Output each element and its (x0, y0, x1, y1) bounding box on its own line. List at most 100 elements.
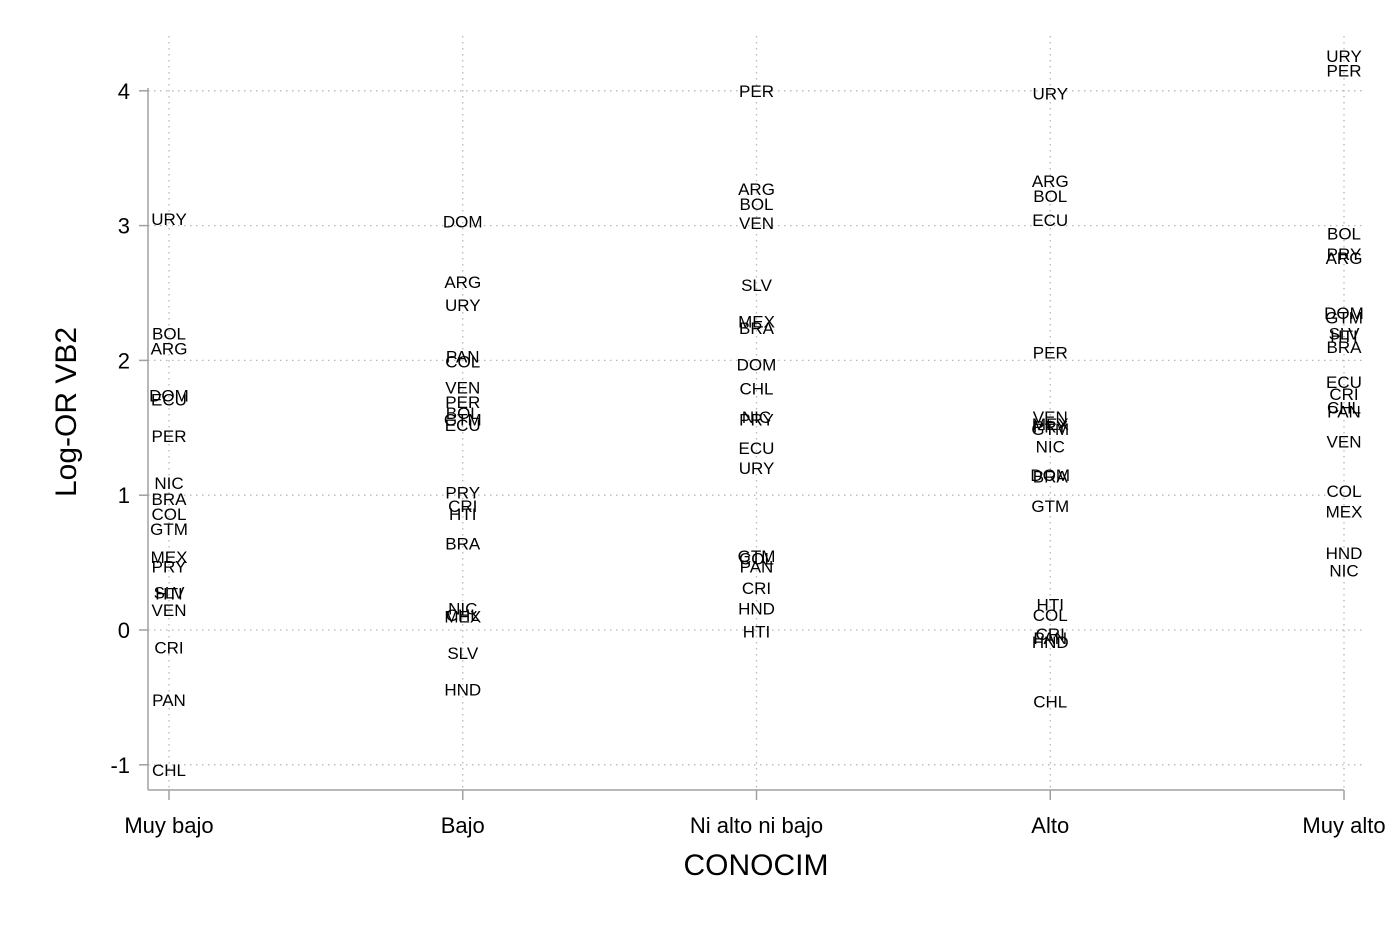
data-point-label: ECU (739, 439, 775, 458)
data-point-label: BOL (1033, 187, 1067, 206)
data-point-label: COL (739, 550, 774, 569)
data-point-label: URY (445, 296, 481, 315)
data-point-label: SLV (1329, 324, 1361, 343)
data-point-label: NIC (1329, 562, 1358, 581)
data-point-label: PRY (445, 484, 480, 503)
data-point-label: PAN (152, 691, 186, 710)
data-point-label: HND (738, 599, 775, 618)
data-point-label: PAN (446, 347, 480, 366)
data-point-label: HND (444, 680, 481, 699)
data-point-label: COL (1033, 606, 1068, 625)
data-point-label: SLV (741, 276, 773, 295)
data-point-label: CHL (1033, 692, 1067, 711)
data-point-label: HTI (1330, 327, 1357, 346)
data-point-label: GTM (1325, 308, 1363, 327)
y-axis-ticks: -1 0 1 2 3 4 (110, 79, 148, 778)
data-point-label: URY (151, 210, 187, 229)
data-point-label: BOL (1327, 225, 1361, 244)
data-point-label: CRI (1329, 385, 1358, 404)
data-point-label: ARG (444, 273, 481, 292)
data-point-label: ECU (151, 390, 187, 409)
data-point-label: NIC (1036, 438, 1065, 457)
data-point-label: CHL (152, 761, 186, 780)
data-point-label: BRA (739, 319, 775, 338)
y-tick-label: 2 (118, 348, 130, 373)
x-tick-label: Alto (1031, 813, 1069, 838)
data-point-label: VEN (445, 378, 480, 397)
data-point-label: CHL (739, 380, 773, 399)
data-point-label: COL (1327, 482, 1362, 501)
data-point-label: COL (152, 505, 187, 524)
y-tick-label: 1 (118, 483, 130, 508)
data-point-label: ECU (445, 416, 481, 435)
data-point-label: COL (445, 353, 480, 372)
data-point-label: PER (1033, 343, 1068, 362)
data-point-label: CRI (742, 579, 771, 598)
data-point-label: VEN (1033, 408, 1068, 427)
data-point-label: ARG (738, 180, 775, 199)
data-point-label: VEN (739, 214, 774, 233)
data-point-label: CRI (448, 497, 477, 516)
data-point-label: CHL (446, 606, 480, 625)
x-tick-label: Muy alto (1302, 813, 1385, 838)
data-point-label: ECU (1326, 373, 1362, 392)
data-point-label: GTM (444, 411, 482, 430)
data-point-label: DOM (737, 355, 777, 374)
data-point-label: PAN (1033, 629, 1067, 648)
data-point-label: BRA (1033, 467, 1069, 486)
data-point-label: PER (445, 393, 480, 412)
data-point-label: ARG (1032, 172, 1069, 191)
y-axis-title: Log-OR VB2 (50, 327, 83, 497)
data-point-label: PRY (1033, 417, 1068, 436)
data-points: URYBOLARGDOMECUPERNICBRACOLGTMMEXPRYSLVH… (149, 47, 1364, 780)
data-point-label: PAN (1327, 403, 1361, 422)
data-point-label: HND (1326, 544, 1363, 563)
data-point-label: URY (1032, 84, 1068, 103)
data-point-label: DOM (149, 386, 189, 405)
x-tick-label: Bajo (441, 813, 485, 838)
data-point-label: MEX (1032, 415, 1069, 434)
data-point-label: ECU (1032, 211, 1068, 230)
data-point-label: PRY (1327, 245, 1362, 264)
data-point-label: ARG (1326, 249, 1363, 268)
data-point-label: BRA (152, 490, 188, 509)
data-point-label: GTM (1031, 497, 1069, 516)
data-point-label: DOM (1324, 304, 1364, 323)
data-point-label: SLV (154, 583, 186, 602)
data-point-label: DOM (1030, 466, 1070, 485)
data-point-label: GTM (738, 547, 776, 566)
data-point-label: CRI (1036, 625, 1065, 644)
data-point-label: BRA (445, 535, 481, 554)
y-tick-label: 0 (118, 618, 130, 643)
x-axis-title: CONOCIM (684, 849, 829, 882)
data-point-label: BOL (446, 404, 480, 423)
data-point-label: BOL (739, 195, 773, 214)
data-point-label: GTM (1031, 420, 1069, 439)
data-point-label: PER (1327, 62, 1362, 81)
data-point-label: VEN (152, 601, 187, 620)
data-point-label: HTI (449, 505, 476, 524)
data-point-label: MEX (444, 608, 481, 627)
data-point-label: PRY (152, 558, 187, 577)
data-point-label: NIC (448, 599, 477, 618)
data-point-label: MEX (1326, 502, 1363, 521)
data-point-label: PER (152, 427, 187, 446)
x-tick-label: Muy bajo (124, 813, 213, 838)
data-point-label: CRI (154, 639, 183, 658)
data-point-label: ARG (151, 339, 188, 358)
data-point-label: NIC (154, 474, 183, 493)
data-point-label: CHL (1327, 399, 1361, 418)
data-point-label: BOL (152, 324, 186, 343)
data-point-label: BRA (1327, 338, 1363, 357)
grid-layer (148, 36, 1366, 790)
x-tick-label: Ni alto ni bajo (690, 813, 823, 838)
data-point-label: URY (739, 459, 775, 478)
y-tick-label: -1 (110, 753, 130, 778)
y-tick-label: 3 (118, 214, 130, 239)
data-point-label: MEX (151, 548, 188, 567)
y-tick-label: 4 (118, 79, 130, 104)
data-point-label: GTM (150, 520, 188, 539)
data-point-label: HTI (155, 585, 182, 604)
data-point-label: DOM (443, 213, 483, 232)
